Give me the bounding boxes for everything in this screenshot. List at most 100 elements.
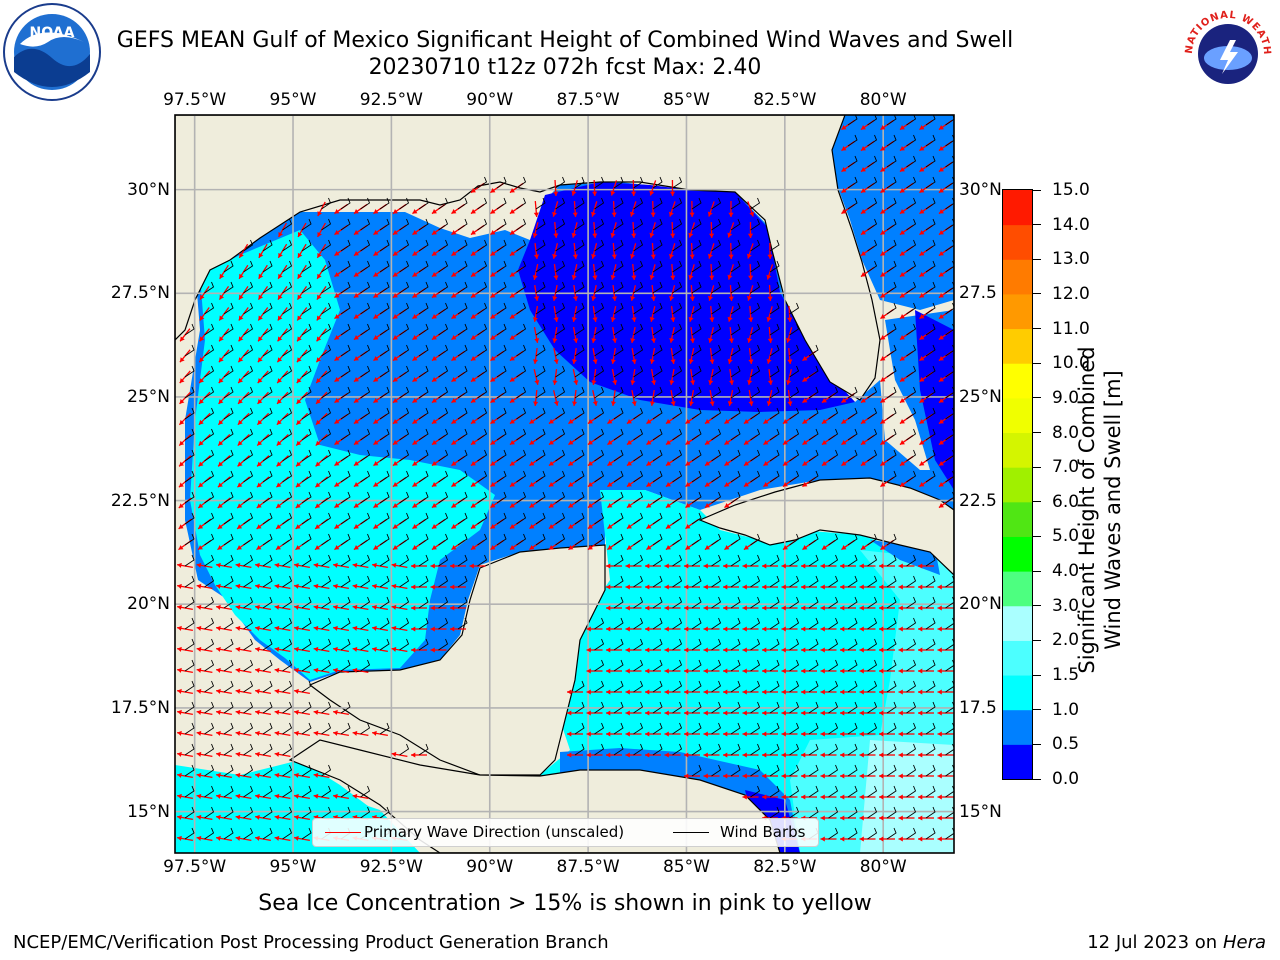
- wind-barb: [906, 281, 917, 294]
- wind-barb: [340, 722, 351, 735]
- wind-barb: [867, 827, 878, 840]
- wave-arrow-head: [353, 524, 359, 529]
- wind-barb: [769, 386, 780, 399]
- wind-barb: [906, 638, 917, 651]
- wind-barb: [613, 554, 624, 567]
- wave-arrow-head: [626, 524, 632, 529]
- wave-arrow-head: [592, 233, 598, 238]
- wind-barb: [360, 596, 371, 609]
- wind-barb: [711, 575, 722, 588]
- wave-arrow-head: [297, 336, 302, 342]
- wind-barb: [477, 281, 488, 294]
- wave-arrow-head: [767, 380, 773, 385]
- wave-arrow-head: [373, 230, 379, 235]
- wind-barb: [204, 407, 215, 420]
- wind-barb: [652, 323, 663, 336]
- wind-barb: [750, 617, 761, 630]
- wave-arrow-head: [373, 545, 379, 550]
- wind-barb: [594, 365, 605, 378]
- wave-arrow-head: [334, 419, 340, 424]
- wave-arrow-head: [373, 314, 379, 319]
- wind-barb: [711, 680, 722, 693]
- wind-barb: [243, 344, 254, 357]
- wave-arrow-head: [612, 380, 618, 385]
- wind-barb: [301, 701, 312, 714]
- wave-arrow-head: [235, 751, 241, 757]
- wind-barb: [925, 218, 936, 231]
- wind-barb: [223, 260, 234, 273]
- wind-barb: [184, 827, 195, 840]
- wind-barb: [282, 680, 293, 693]
- wave-arrow-head: [450, 605, 455, 611]
- wind-barb: [769, 596, 780, 609]
- wave-arrow-head: [646, 461, 652, 466]
- wave-arrow-head: [548, 419, 554, 424]
- wave-arrow-head: [216, 625, 221, 631]
- wave-arrow-head: [938, 482, 944, 487]
- wave-arrow-head: [571, 317, 577, 322]
- wind-barb: [906, 407, 917, 420]
- wind-barb: [925, 155, 936, 168]
- wind-barb: [847, 659, 858, 672]
- wave-arrow-head: [899, 440, 905, 445]
- wind-barb: [594, 176, 605, 189]
- wind-barb: [867, 239, 878, 252]
- wind-barb: [672, 491, 683, 504]
- wind-barb: [204, 785, 215, 798]
- wind-barb: [321, 239, 332, 252]
- wave-arrow-head: [650, 254, 656, 259]
- wave-arrow-head: [611, 296, 617, 301]
- wind-barb: [399, 344, 410, 357]
- wind-barb: [516, 533, 527, 546]
- wave-arrow-head: [199, 336, 205, 342]
- colorbar-tick-label: 8.0: [1052, 422, 1080, 443]
- wave-arrow-head: [294, 772, 299, 778]
- wind-barb: [594, 218, 605, 231]
- wave-arrow-head: [216, 688, 221, 694]
- wind-barb: [613, 176, 624, 189]
- wind-barb: [633, 176, 644, 189]
- wind-barb: [340, 617, 351, 630]
- wave-arrow-head: [670, 317, 676, 322]
- colorbar-segment: [1003, 259, 1032, 295]
- wave-arrow-head: [258, 294, 264, 300]
- wave-arrow-head: [743, 545, 749, 550]
- wave-arrow-head: [669, 191, 676, 196]
- wind-barb: [262, 281, 273, 294]
- wave-arrow-head: [255, 604, 260, 610]
- wave-arrow-head: [179, 461, 184, 467]
- wave-arrow-head: [820, 647, 825, 653]
- wind-barb: [360, 575, 371, 588]
- wave-arrow-head: [625, 563, 630, 569]
- wave-arrow-head: [257, 461, 262, 467]
- colorbar-segment: [1003, 467, 1032, 503]
- wind-barb: [886, 155, 897, 168]
- wind-barb: [574, 407, 585, 420]
- wind-barb: [399, 323, 410, 336]
- wave-arrow-head: [703, 752, 708, 758]
- wind-barb: [925, 743, 936, 756]
- wave-arrow-head: [552, 380, 558, 385]
- wind-barb: [360, 785, 371, 798]
- wind-barb: [282, 701, 293, 714]
- wave-arrow-head: [470, 314, 476, 319]
- wave-arrow-head: [216, 604, 221, 610]
- wave-arrow-head: [586, 689, 591, 695]
- wind-barb: [535, 407, 546, 420]
- wave-arrow-head: [533, 254, 539, 259]
- wave-arrow-head: [742, 647, 747, 653]
- wave-arrow-head: [724, 503, 730, 508]
- wave-arrow-head: [860, 146, 866, 151]
- wave-arrow-head: [237, 503, 243, 509]
- wind-barb: [847, 386, 858, 399]
- wind-barb: [243, 512, 254, 525]
- wind-barb: [886, 533, 897, 546]
- wave-arrow-head: [767, 254, 773, 259]
- wave-arrow-head: [451, 482, 457, 487]
- wave-arrow-head: [490, 314, 496, 319]
- wave-arrow-head: [918, 710, 923, 716]
- wave-arrow-head: [431, 461, 437, 466]
- wave-arrow-head: [709, 233, 715, 238]
- wind-barb: [535, 260, 546, 273]
- wave-arrow-head: [763, 482, 769, 487]
